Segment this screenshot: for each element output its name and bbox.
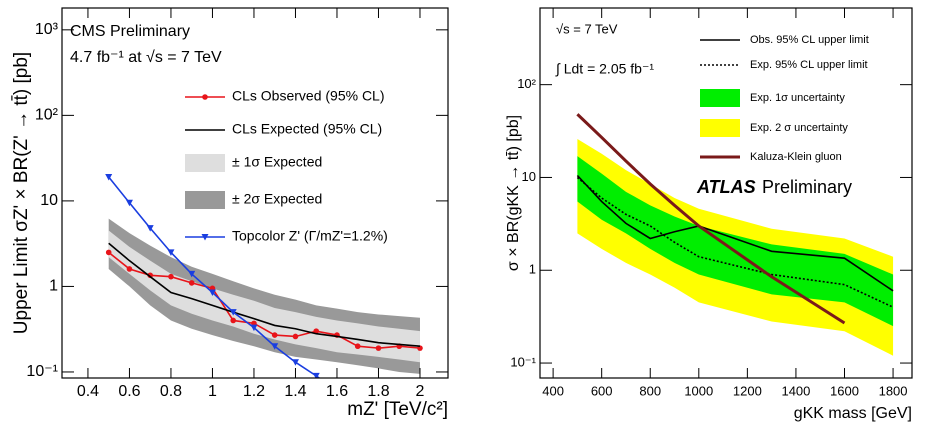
marker bbox=[271, 343, 279, 350]
line bbox=[108, 242, 421, 348]
y-tick-label: 10 bbox=[522, 169, 536, 184]
y-axis-label: Upper Limit σZ' × BR(Z' → tt̄) [pb] bbox=[11, 52, 32, 334]
marker bbox=[126, 266, 133, 272]
chart: 0.4 0.6 0.8 1 1.2 1.4 1.6 1.8 2 10⁻¹ 1 10 10² 10³Uppe… bbox=[11, 7, 449, 420]
marker bbox=[125, 199, 133, 207]
annotation: 4.7 fb⁻¹ at √s = 7 TeV bbox=[70, 49, 222, 66]
legend-label: Exp. 95% CL upper limit bbox=[750, 59, 868, 71]
annotation: √s = 7 TeV bbox=[556, 21, 618, 36]
marker bbox=[313, 328, 320, 334]
legend-label: ± 1σ Expected bbox=[232, 154, 322, 170]
annotation: CMS Preliminary bbox=[70, 23, 190, 40]
line bbox=[576, 176, 894, 308]
annotation: ATLAS bbox=[696, 177, 756, 197]
marker bbox=[230, 317, 237, 324]
legend-swatch bbox=[700, 119, 740, 137]
line bbox=[576, 174, 894, 292]
marker bbox=[208, 289, 216, 296]
chart: 400 600 800 1000 1200 1400 1600 1800 10⁻¹ 1 10 10² σ… bbox=[505, 7, 913, 422]
annotation: ∫ Ldt = 2.05 fb⁻¹ bbox=[555, 61, 654, 77]
marker bbox=[105, 174, 113, 181]
frame bbox=[539, 7, 913, 379]
marker bbox=[250, 324, 258, 332]
frame bbox=[61, 7, 449, 379]
marker bbox=[188, 270, 196, 278]
marker bbox=[168, 273, 174, 280]
line bbox=[576, 113, 846, 325]
x-tick-label: 800 bbox=[639, 383, 661, 398]
y-tick-label: 10⁻¹ bbox=[510, 354, 536, 369]
y-tick-label: 10² bbox=[35, 107, 59, 124]
x-tick-label: 1000 bbox=[684, 383, 713, 398]
x-axis-label: gKK mass [GeV] bbox=[794, 405, 912, 422]
x-tick-label: 1 bbox=[208, 383, 217, 400]
x-tick-label: 1400 bbox=[781, 383, 810, 398]
x-tick-label: 1.4 bbox=[284, 383, 306, 400]
marker bbox=[354, 343, 361, 350]
x-tick-label: 1200 bbox=[733, 383, 762, 398]
legend-label: Kaluza-Klein gluon bbox=[750, 151, 842, 163]
legend-label: CLs Observed (95% CL) bbox=[232, 88, 385, 104]
marker bbox=[146, 225, 154, 232]
annotation: Preliminary bbox=[762, 177, 852, 197]
x-axis-label: mZ' [TeV/c²] bbox=[347, 399, 448, 420]
y-tick-label: 10² bbox=[517, 76, 536, 91]
marker bbox=[291, 359, 299, 366]
legend-swatch bbox=[185, 191, 225, 209]
x-tick-label: 600 bbox=[591, 383, 613, 398]
x-tick-label: 1.6 bbox=[326, 383, 348, 400]
legend-label: ± 2σ Expected bbox=[232, 191, 322, 207]
y-tick-label: 1 bbox=[529, 262, 536, 277]
x-tick-label: 0.4 bbox=[77, 383, 99, 400]
marker bbox=[105, 249, 112, 256]
x-tick-label: 2 bbox=[416, 383, 425, 400]
legend-label: Exp. 1σ uncertainty bbox=[750, 92, 845, 104]
marker bbox=[375, 345, 382, 351]
legend-label: Exp. 2 σ uncertainty bbox=[750, 122, 848, 134]
x-tick-label: 1.2 bbox=[243, 383, 265, 400]
legend-label: Obs. 95% CL upper limit bbox=[750, 34, 869, 46]
x-tick-label: 1600 bbox=[830, 383, 859, 398]
x-tick-label: 1800 bbox=[879, 383, 908, 398]
x-tick-label: 400 bbox=[542, 383, 564, 398]
y-tick-label: 10 bbox=[40, 192, 58, 209]
marker bbox=[229, 309, 237, 316]
legend-swatch bbox=[185, 154, 225, 172]
plot-area bbox=[576, 113, 894, 356]
marker bbox=[188, 280, 195, 286]
y-tick-label: 10⁻¹ bbox=[26, 363, 58, 380]
marker bbox=[147, 272, 153, 279]
y-tick-label: 1 bbox=[49, 278, 58, 295]
x-tick-label: 1.8 bbox=[367, 383, 389, 400]
legend-marker bbox=[202, 94, 208, 100]
marker bbox=[292, 333, 299, 340]
legend-label: CLs Expected (95% CL) bbox=[232, 121, 382, 137]
band bbox=[108, 230, 420, 363]
line bbox=[108, 176, 321, 378]
y-axis-label: σ × BR(gKK → tt̄) [pb] bbox=[505, 115, 522, 271]
band bbox=[577, 156, 894, 327]
y-tick-label: 10³ bbox=[35, 21, 59, 38]
marker bbox=[167, 249, 175, 256]
legend-marker bbox=[201, 234, 209, 241]
marker bbox=[271, 332, 278, 338]
line bbox=[108, 251, 421, 349]
legend-swatch bbox=[700, 89, 740, 107]
legend-label: Topcolor Z' (Γ/mZ'=1.2%) bbox=[232, 228, 388, 244]
x-tick-label: 0.8 bbox=[160, 383, 182, 400]
x-tick-label: 0.6 bbox=[118, 383, 140, 400]
plot-area bbox=[105, 174, 423, 378]
marker bbox=[312, 372, 320, 378]
